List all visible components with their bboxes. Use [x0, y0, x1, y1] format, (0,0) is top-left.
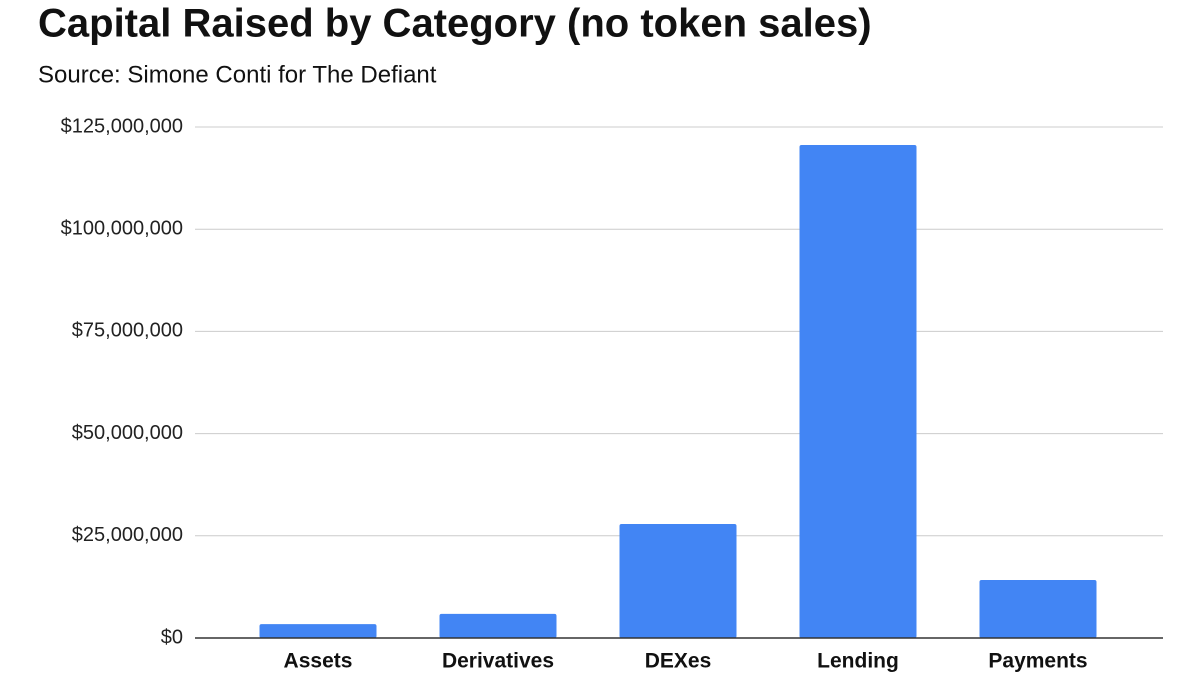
bar: [259, 624, 377, 638]
y-tick-label: $25,000,000: [72, 524, 183, 546]
y-tick-label: $75,000,000: [72, 320, 183, 342]
x-tick-label: DEXes: [645, 650, 712, 673]
bar: [979, 579, 1097, 638]
y-tick-label: $0: [161, 626, 183, 648]
chart-title: Capital Raised by Category (no token sal…: [38, 2, 872, 46]
bar: [439, 613, 557, 638]
chart-subtitle: Source: Simone Conti for The Defiant: [38, 61, 437, 88]
bar: [619, 523, 737, 638]
x-tick-label: Derivatives: [442, 650, 554, 673]
bar: [799, 144, 917, 639]
y-tick-label: $100,000,000: [61, 217, 183, 239]
x-tick-label: Assets: [284, 650, 353, 673]
y-tick-label: $50,000,000: [72, 422, 183, 444]
y-tick-label: $125,000,000: [61, 115, 183, 137]
x-tick-label: Payments: [988, 650, 1087, 673]
x-tick-label: Lending: [817, 650, 899, 673]
